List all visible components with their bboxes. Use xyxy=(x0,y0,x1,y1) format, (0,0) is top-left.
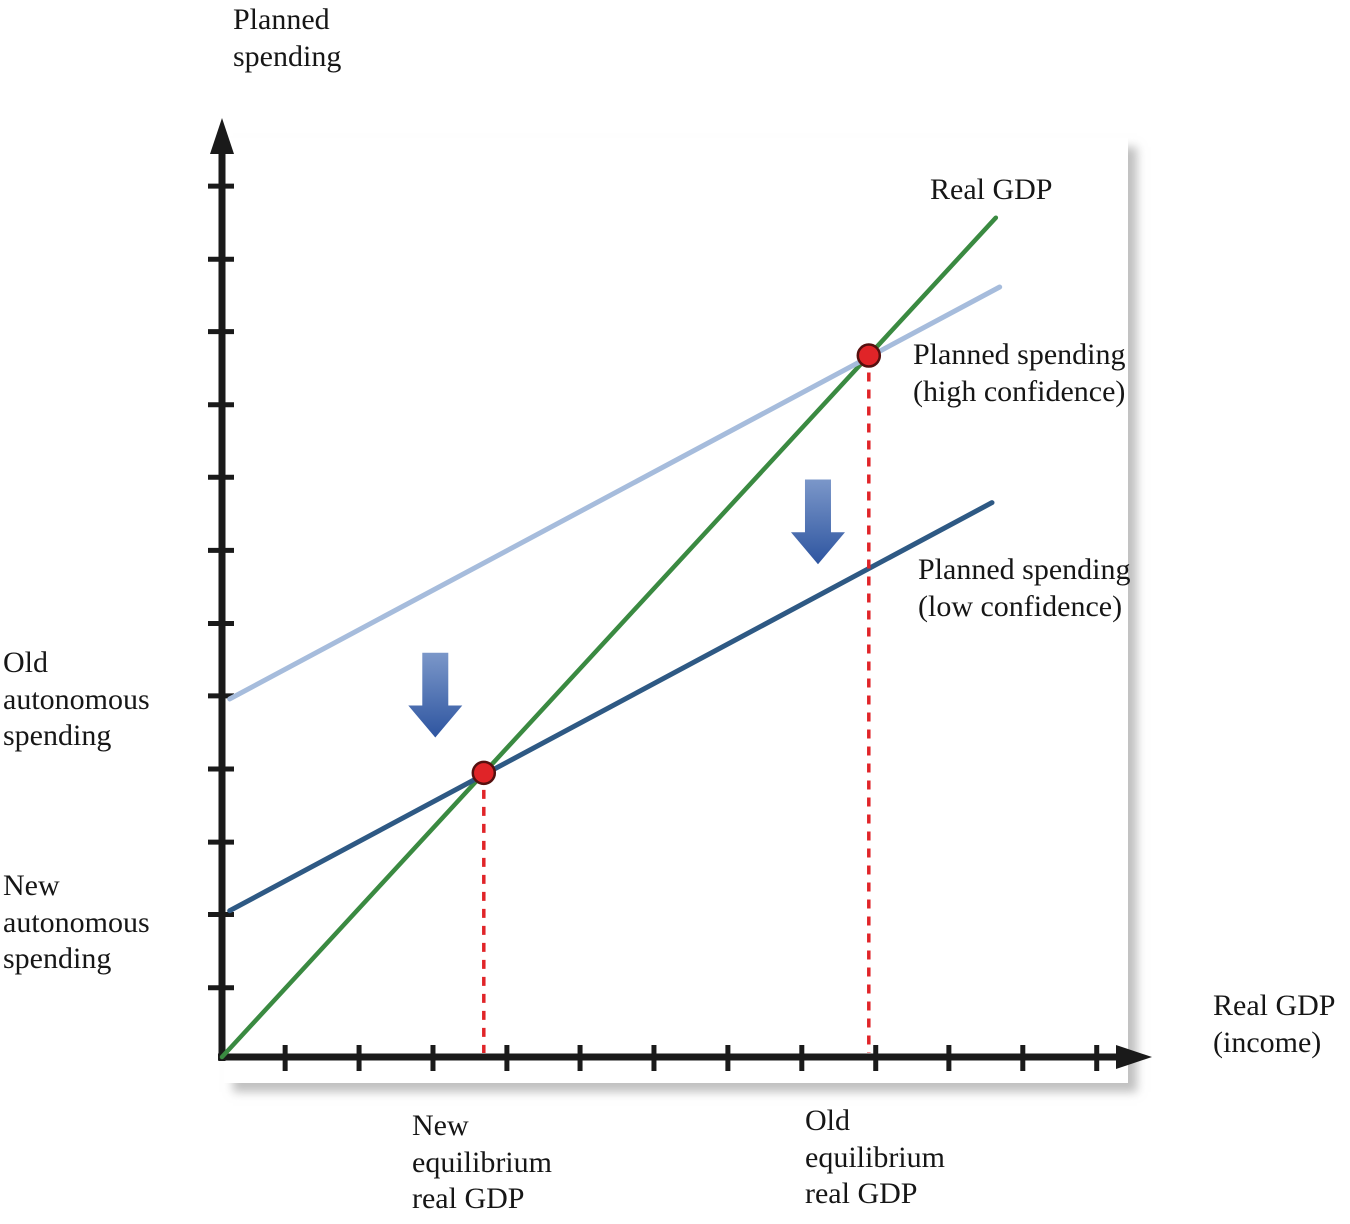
equilibrium-point xyxy=(856,343,882,368)
old-equilibrium-label: Old equilibrium real GDP xyxy=(805,1104,945,1211)
y-axis-title: Planned spending xyxy=(233,3,342,73)
y-axis-arrowhead xyxy=(210,118,234,154)
new-equilibrium-label: New equilibrium real GDP xyxy=(412,1109,552,1216)
shift-down-arrow xyxy=(790,479,845,565)
high-confidence-line-label: Planned spending (high confidence) xyxy=(913,338,1126,408)
old-autonomous-spending-label: Old autonomous spending xyxy=(3,646,150,753)
equilibrium-point xyxy=(471,760,497,786)
real-gdp-line xyxy=(219,215,999,1060)
planned-spending-high-confidence-line xyxy=(227,284,1003,702)
low-confidence-line-label: Planned spending (low confidence) xyxy=(918,553,1131,623)
real-gdp-line-label: Real GDP xyxy=(930,173,1053,206)
plot-area xyxy=(224,138,1128,1083)
x-axis-title: Real GDP (income) xyxy=(1213,989,1336,1059)
planned-spending-low-confidence-line xyxy=(227,500,995,914)
shift-down-arrow xyxy=(408,652,463,738)
new-autonomous-spending-label: New autonomous spending xyxy=(3,869,150,976)
x-axis-arrowhead xyxy=(1116,1045,1152,1069)
